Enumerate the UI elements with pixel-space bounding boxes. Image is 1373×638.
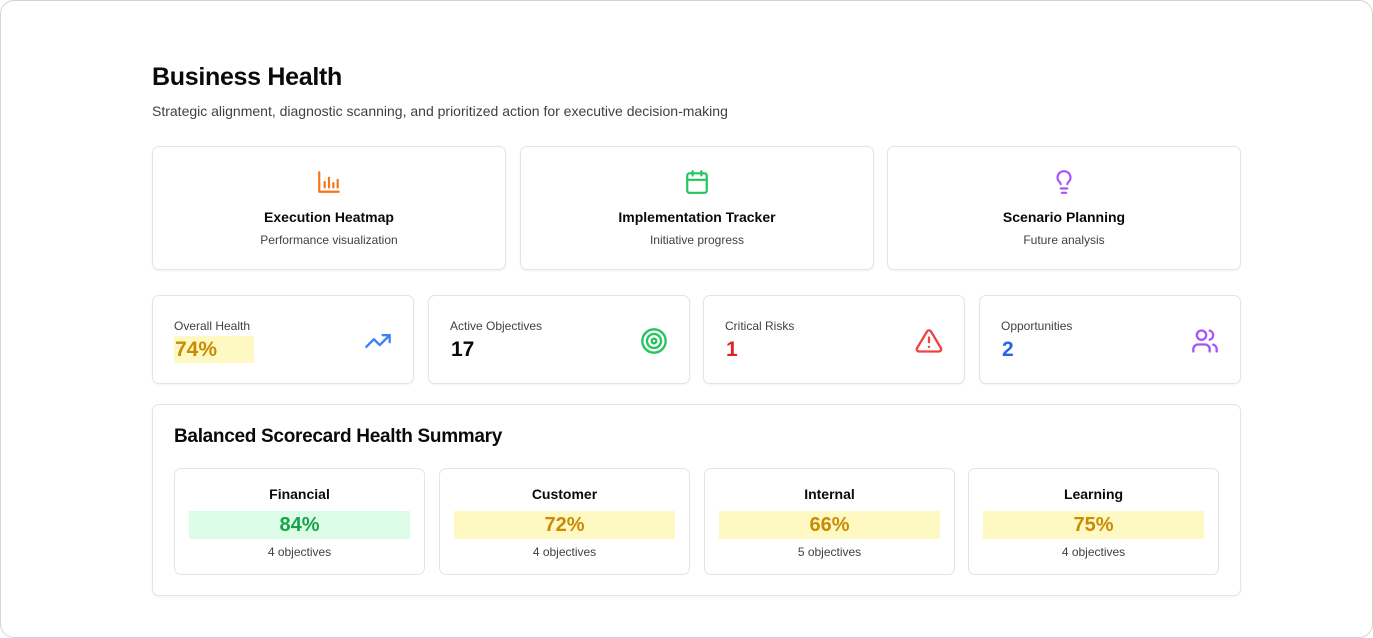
perspective-score: 72% bbox=[454, 511, 675, 539]
nav-card-title: Implementation Tracker bbox=[618, 209, 776, 225]
stat-value: 74% bbox=[174, 336, 254, 363]
perspective-objective-count: 5 objectives bbox=[797, 545, 862, 559]
stat-label: Critical Risks bbox=[725, 319, 795, 333]
perspective-score: 66% bbox=[719, 511, 940, 539]
execution-heatmap-card[interactable]: Execution Heatmap Performance visualizat… bbox=[152, 146, 506, 270]
perspective-score: 75% bbox=[983, 511, 1204, 539]
scenario-planning-card[interactable]: Scenario Planning Future analysis bbox=[887, 146, 1241, 270]
users-icon bbox=[1191, 327, 1219, 355]
perspective-objective-count: 4 objectives bbox=[1061, 545, 1126, 559]
trending-up-icon bbox=[364, 327, 392, 355]
active-objectives-card: Active Objectives 17 bbox=[428, 295, 690, 384]
perspective-objective-count: 4 objectives bbox=[267, 545, 332, 559]
alert-triangle-icon bbox=[915, 327, 943, 355]
nav-card-subtitle: Performance visualization bbox=[260, 233, 398, 247]
feature-nav-row: Execution Heatmap Performance visualizat… bbox=[152, 146, 1241, 270]
bar-chart-icon bbox=[316, 169, 342, 195]
implementation-tracker-card[interactable]: Implementation Tracker Initiative progre… bbox=[520, 146, 874, 270]
target-icon bbox=[640, 327, 668, 355]
perspective-objective-count: 4 objectives bbox=[532, 545, 597, 559]
nav-card-title: Execution Heatmap bbox=[264, 209, 394, 225]
overall-health-card: Overall Health 74% bbox=[152, 295, 414, 384]
perspective-card-learning[interactable]: Learning 75% 4 objectives bbox=[968, 468, 1219, 575]
summary-title: Balanced Scorecard Health Summary bbox=[174, 426, 503, 447]
balanced-scorecard-summary: Balanced Scorecard Health Summary Financ… bbox=[152, 404, 1241, 596]
opportunities-card: Opportunities 2 bbox=[979, 295, 1241, 384]
perspective-name: Internal bbox=[804, 486, 855, 502]
nav-card-subtitle: Initiative progress bbox=[649, 233, 745, 247]
perspective-card-internal[interactable]: Internal 66% 5 objectives bbox=[704, 468, 955, 575]
perspective-name: Learning bbox=[1063, 486, 1124, 502]
perspective-score: 84% bbox=[189, 511, 410, 539]
stat-value: 17 bbox=[451, 338, 475, 361]
perspective-name: Financial bbox=[269, 486, 330, 502]
perspective-name: Customer bbox=[531, 486, 598, 502]
page-subtitle: Strategic alignment, diagnostic scanning… bbox=[152, 103, 728, 119]
critical-risks-card: Critical Risks 1 bbox=[703, 295, 965, 384]
stat-label: Opportunities bbox=[1001, 319, 1073, 333]
lightbulb-icon bbox=[1051, 169, 1077, 195]
perspective-card-customer[interactable]: Customer 72% 4 objectives bbox=[439, 468, 690, 575]
stat-value: 1 bbox=[726, 338, 738, 361]
stat-label: Active Objectives bbox=[450, 319, 543, 333]
kpi-stat-row: Overall Health 74% Active Objectives 17 bbox=[152, 295, 1241, 384]
calendar-icon bbox=[684, 169, 710, 195]
nav-card-title: Scenario Planning bbox=[1002, 209, 1126, 225]
perspective-card-financial[interactable]: Financial 84% 4 objectives bbox=[174, 468, 425, 575]
page-title: Business Health bbox=[152, 63, 343, 91]
main-content: Business Health Strategic alignment, dia… bbox=[152, 61, 1241, 596]
stat-label: Overall Health bbox=[174, 319, 251, 333]
stat-value: 2 bbox=[1002, 338, 1014, 361]
nav-card-subtitle: Future analysis bbox=[1023, 233, 1105, 247]
